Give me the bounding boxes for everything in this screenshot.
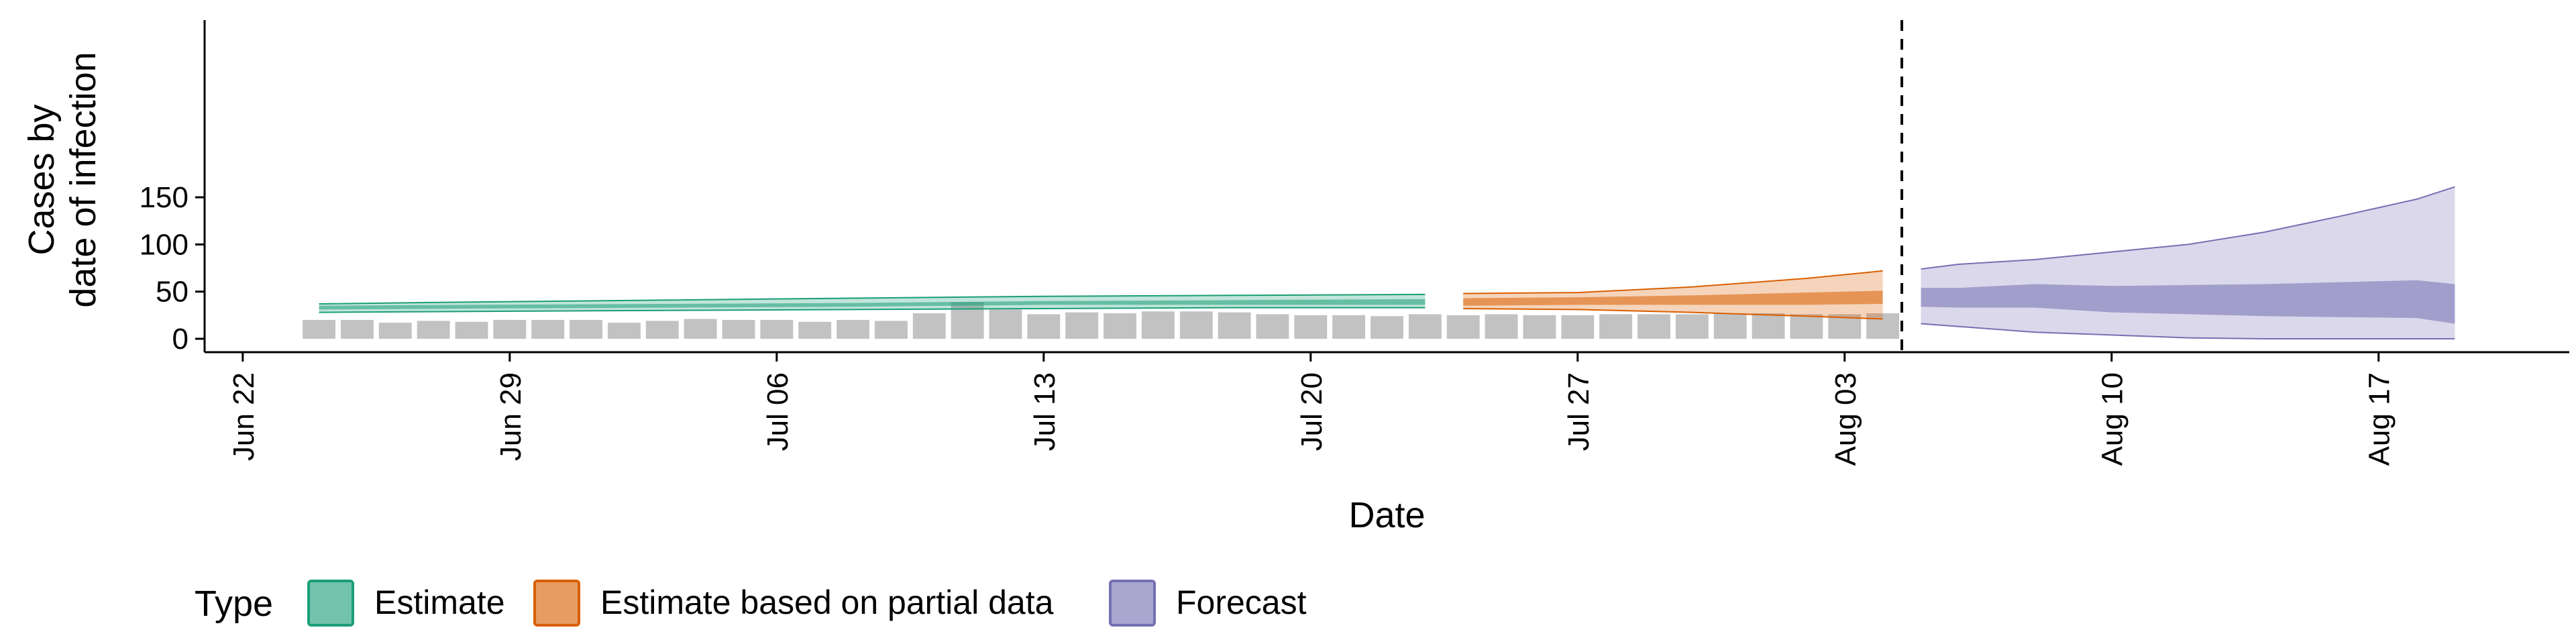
- partial-data-band-90: [1463, 270, 1883, 319]
- estimate-bands: [319, 186, 2455, 339]
- legend-label-partial-data: Estimate based on partial data: [600, 584, 1054, 621]
- legend-key-forecast: [1109, 580, 1156, 627]
- y-tick-label: 100: [140, 228, 189, 261]
- case-bar: [1408, 314, 1442, 339]
- x-tick-label: Jul 06: [761, 372, 794, 451]
- case-bar: [455, 321, 488, 339]
- case-bar: [1027, 314, 1061, 339]
- case-bar: [1599, 314, 1633, 339]
- case-bar: [1790, 314, 1823, 339]
- estimate-upper-edge: [319, 293, 1426, 305]
- legend-title: Type: [195, 584, 273, 624]
- case-bar: [607, 323, 641, 339]
- case-bar: [684, 319, 717, 339]
- x-tick-label: Aug 03: [1829, 372, 1862, 466]
- case-bar: [417, 321, 450, 339]
- case-bar: [798, 321, 832, 339]
- case-bar: [1141, 311, 1175, 339]
- case-bar: [1332, 315, 1366, 339]
- estimate-lower-edge: [319, 307, 1426, 313]
- case-bar: [570, 319, 602, 339]
- case-bar: [1179, 311, 1213, 339]
- case-bar: [837, 319, 869, 339]
- x-tick-label: Aug 10: [2096, 372, 2129, 466]
- case-bar: [378, 323, 412, 339]
- case-bar: [1218, 312, 1251, 339]
- case-bar: [912, 313, 946, 339]
- x-axis-label: Date: [1348, 495, 1425, 535]
- case-bar: [1065, 312, 1099, 339]
- partial-data-lower-edge: [1463, 308, 1883, 320]
- case-bar: [1485, 314, 1518, 339]
- x-tick-label: Jul 13: [1028, 372, 1061, 451]
- y-axis-label-line-2: date of infection: [63, 52, 103, 307]
- legend: Type Estimate Estimate based on partial …: [195, 580, 1307, 627]
- case-bar: [1104, 313, 1136, 339]
- axis-ticks: 0 50 100 150 Jun 22 Jun 29 Jul 06 Jul 13 Jul 20 J…: [140, 181, 2396, 466]
- case-bar: [1256, 314, 1289, 339]
- case-bar: [874, 321, 908, 339]
- legend-label-estimate: Estimate: [374, 584, 505, 621]
- partial-data-upper-edge: [1463, 270, 1883, 294]
- y-tick-label: 50: [156, 276, 189, 309]
- legend-label-forecast: Forecast: [1176, 584, 1307, 621]
- case-bar: [340, 319, 374, 339]
- case-bar: [645, 321, 679, 339]
- case-bar: [1294, 315, 1328, 339]
- y-tick-label: 0: [172, 323, 189, 356]
- x-tick-label: Jun 29: [494, 372, 527, 461]
- case-bar: [1371, 316, 1403, 339]
- x-tick-label: Jul 20: [1295, 372, 1328, 451]
- case-bar: [1523, 315, 1556, 339]
- case-bar: [1675, 314, 1709, 339]
- partial-data-band-50: [1463, 290, 1883, 306]
- x-tick-label: Jun 22: [227, 372, 260, 461]
- case-bar: [531, 319, 565, 339]
- legend-key-estimate: [307, 580, 354, 627]
- forecast-lower-edge: [1921, 323, 2455, 339]
- case-bar: [1866, 313, 1900, 339]
- case-bar: [1638, 314, 1670, 339]
- case-bar: [1446, 315, 1480, 339]
- legend-key-partial-data: [533, 580, 580, 627]
- case-bar: [303, 319, 336, 339]
- case-bar: [1713, 313, 1747, 339]
- case-bar: [1561, 315, 1595, 339]
- x-tick-label: Aug 17: [2363, 372, 2396, 466]
- case-bar: [989, 309, 1022, 339]
- case-bar: [951, 302, 984, 339]
- case-bar: [760, 319, 794, 339]
- case-bar: [722, 319, 755, 339]
- case-bar: [493, 319, 527, 339]
- forecast-band-50: [1921, 280, 2455, 324]
- y-tick-label: 150: [140, 181, 189, 214]
- y-axis-label-line-1: Cases by: [21, 104, 62, 255]
- x-tick-label: Jul 27: [1562, 372, 1595, 451]
- case-bar: [1752, 313, 1785, 339]
- forecast-upper-edge: [1921, 186, 2455, 270]
- estimate-band-50: [319, 299, 1426, 310]
